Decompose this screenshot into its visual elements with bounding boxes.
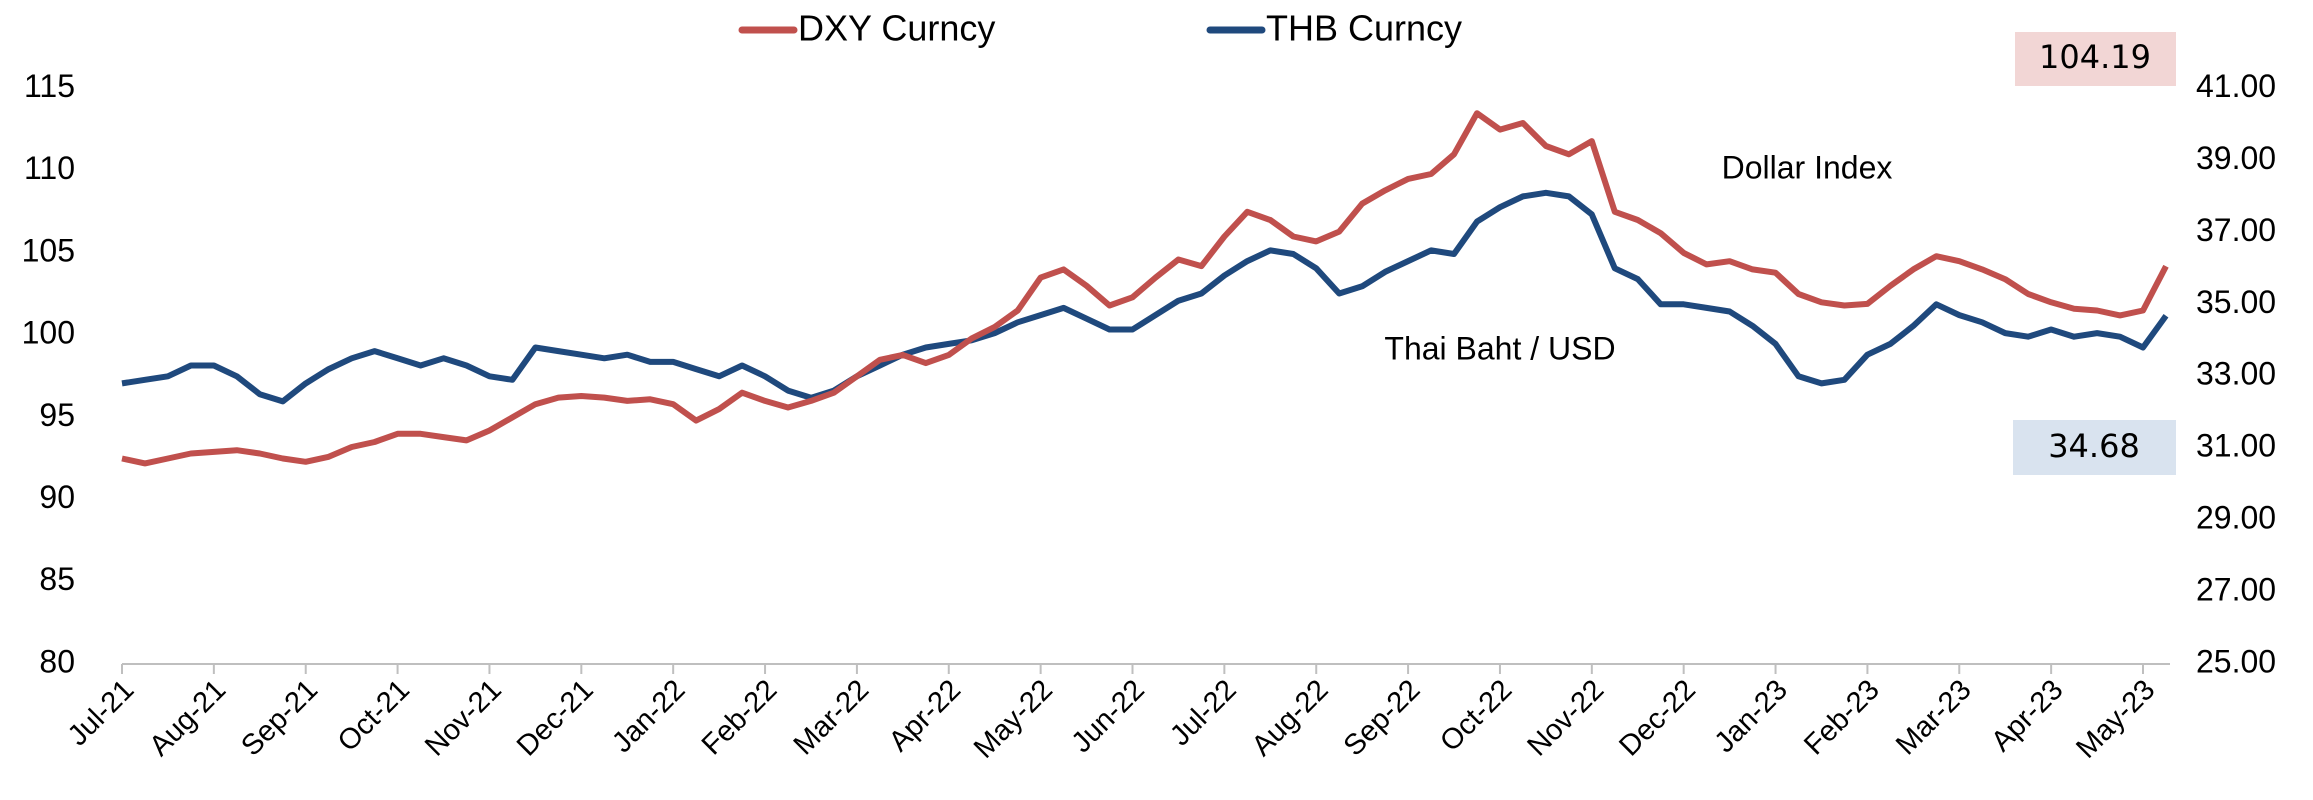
- y2-tick-label: 37.00: [2196, 212, 2276, 248]
- x-tick-label: Jul-21: [62, 674, 140, 752]
- x-tick-label: Dec-22: [1613, 674, 1702, 763]
- last-thb-box: [2013, 420, 2176, 475]
- y2-tick-label: 25.00: [2196, 643, 2276, 679]
- y2-tick-label: 39.00: [2196, 140, 2276, 176]
- y2-tick-label: 35.00: [2196, 284, 2276, 320]
- x-tick-label: Sep-22: [1338, 674, 1427, 763]
- x-tick-label: Sep-21: [235, 674, 324, 763]
- y-tick-label: 110: [24, 150, 75, 186]
- x-tick-label: Apr-22: [883, 674, 967, 758]
- y-tick-label: 105: [22, 232, 75, 268]
- x-tick-label: Mar-23: [1890, 674, 1978, 762]
- series-line: [121, 189, 2169, 405]
- annotation: Thai Baht / USD: [1384, 330, 1615, 366]
- y2-tick-label: 29.00: [2196, 500, 2276, 536]
- y-tick-label: 100: [22, 315, 75, 351]
- last-dxy-box: [2015, 32, 2176, 86]
- x-tick-label: Jun-22: [1066, 674, 1151, 759]
- x-tick-label: Feb-22: [696, 674, 784, 762]
- y-tick-label: 115: [24, 68, 75, 104]
- last-dxy-label: 104.19: [2039, 38, 2151, 76]
- x-tick-label: Dec-21: [511, 674, 600, 763]
- series-line: [121, 110, 2169, 467]
- x-tick-label: May-23: [2070, 674, 2161, 765]
- y2-tick-label: 41.00: [2196, 68, 2276, 104]
- x-tick-label: Jan-23: [1709, 674, 1794, 759]
- x-tick-label: Apr-23: [1985, 674, 2069, 758]
- y-tick-label: 90: [39, 479, 75, 515]
- x-tick-label: Nov-21: [419, 674, 508, 763]
- x-tick-label: Jan-22: [606, 674, 691, 759]
- y2-tick-label: 33.00: [2196, 356, 2276, 392]
- x-tick-label: Aug-21: [143, 674, 232, 763]
- x-tick-label: May-22: [968, 674, 1059, 765]
- legend-label: DXY Curncy: [798, 8, 995, 49]
- y-tick-label: 95: [39, 397, 75, 433]
- x-tick-label: Nov-22: [1521, 674, 1610, 763]
- y-tick-label: 80: [39, 643, 75, 679]
- x-tick-label: Jul-22: [1164, 674, 1242, 752]
- x-tick-label: Oct-21: [332, 674, 416, 758]
- last-thb-label: 34.68: [2048, 427, 2140, 465]
- x-tick-label: Mar-22: [788, 674, 876, 762]
- x-tick-label: Aug-22: [1246, 674, 1335, 763]
- y2-tick-label: 31.00: [2196, 428, 2276, 464]
- annotation: Dollar Index: [1722, 149, 1893, 185]
- y-tick-label: 85: [39, 561, 75, 597]
- y2-tick-label: 27.00: [2196, 572, 2276, 608]
- x-tick-label: Feb-23: [1798, 674, 1886, 762]
- legend-label: THB Curncy: [1266, 8, 1462, 49]
- x-tick-label: Oct-22: [1434, 674, 1518, 758]
